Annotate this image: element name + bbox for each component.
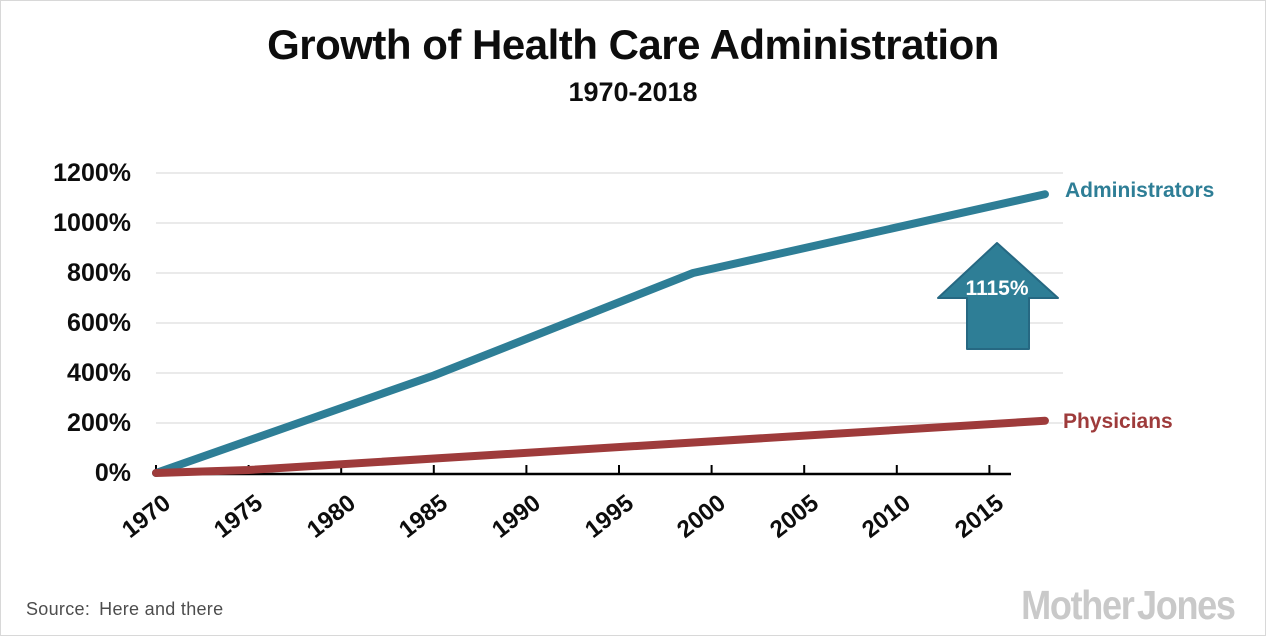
motherjones-logo: MotherJones [1021, 582, 1236, 629]
line-physicians [152, 416, 1049, 477]
y-tick-label-1200: 1200% [53, 159, 131, 187]
series-label-physicians: Physicians [1063, 410, 1173, 433]
series-label-administrators: Administrators [1065, 179, 1215, 202]
annotation-arrow-layer [937, 242, 1059, 350]
source-note: Source: Here and there [26, 599, 223, 620]
source-text: Here and there [99, 599, 224, 619]
x-axis-layer [155, 465, 1011, 476]
y-tick-label-0: 0% [94, 459, 131, 487]
y-tick-label-800: 800% [67, 259, 131, 287]
logo-word-mother: Mother [1021, 582, 1135, 628]
y-tick-label-200: 200% [67, 409, 131, 437]
line-administrators [152, 190, 1049, 477]
gridlines-layer [156, 172, 1063, 424]
chart-title: Growth of Health Care Administration [267, 21, 999, 68]
chart-subtitle: 1970-2018 [568, 77, 698, 107]
data-series-layer [152, 190, 1049, 477]
up-arrow-shape [937, 242, 1059, 350]
logo-word-jones: Jones [1137, 582, 1236, 628]
source-label: Source: [26, 599, 91, 619]
y-tick-label-1000: 1000% [53, 209, 131, 237]
annotation-value-label: 1115% [965, 277, 1029, 300]
y-tick-label-400: 400% [67, 359, 131, 387]
y-tick-label-600: 600% [67, 309, 131, 337]
